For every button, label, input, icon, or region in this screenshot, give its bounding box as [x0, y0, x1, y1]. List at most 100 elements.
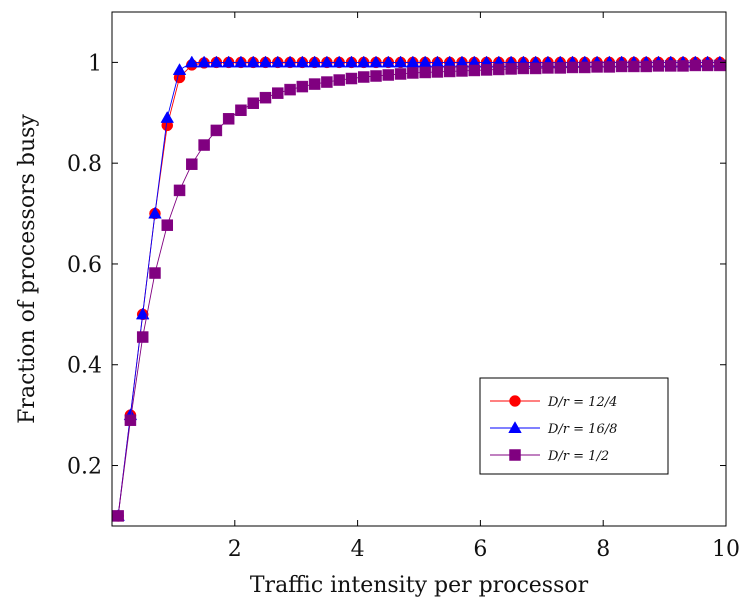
data-point: [714, 59, 726, 72]
x-tick-label: 8: [596, 537, 610, 562]
data-point: [332, 55, 346, 68]
data-point: [135, 307, 150, 320]
data-point: [505, 63, 517, 75]
data-point: [234, 55, 248, 68]
y-tick-label: 0.4: [67, 354, 102, 379]
data-point: [652, 60, 665, 72]
data-point: [148, 206, 162, 219]
legend-label: D/r = 1/2: [547, 449, 609, 464]
legend-marker: [508, 421, 522, 433]
data-point: [382, 69, 395, 81]
data-point: [136, 331, 149, 343]
data-point: [517, 62, 530, 75]
y-tick-label: 0.8: [67, 152, 102, 177]
data-point: [186, 158, 198, 170]
data-point: [566, 61, 579, 74]
data-point: [320, 55, 334, 68]
data-point: [356, 55, 371, 68]
data-point: [701, 59, 714, 72]
y-tick-label: 0.6: [67, 253, 102, 278]
data-point: [296, 80, 309, 93]
data-point: [345, 72, 358, 85]
x-tick-label: 2: [228, 537, 242, 562]
data-point: [112, 510, 124, 522]
data-point: [431, 66, 444, 78]
data-point: [542, 62, 554, 74]
data-point: [603, 61, 616, 73]
legend-entry: D/r = 12/4: [490, 395, 617, 410]
data-point: [628, 60, 640, 73]
plot-content: [111, 55, 727, 522]
legend-label: D/r = 16/8: [547, 422, 617, 437]
data-point: [370, 70, 382, 82]
data-point: [664, 60, 677, 72]
data-point: [381, 55, 396, 68]
data-point: [615, 60, 628, 73]
data-point: [246, 55, 260, 68]
data-point: [284, 83, 296, 96]
data-point: [172, 63, 187, 75]
data-point: [272, 87, 284, 99]
data-point: [689, 59, 702, 72]
y-tick-label: 1: [88, 51, 102, 76]
legend-entry: D/r = 16/8: [490, 421, 617, 437]
legend-marker: [509, 395, 521, 407]
data-point: [344, 55, 359, 68]
data-point: [308, 78, 321, 90]
data-point: [394, 68, 407, 80]
data-point: [235, 104, 247, 117]
data-point: [443, 65, 456, 78]
data-point: [124, 414, 137, 426]
data-point: [357, 71, 370, 83]
data-point: [283, 55, 297, 68]
x-tick-label: 10: [712, 537, 740, 562]
data-point: [456, 65, 468, 77]
data-point: [259, 91, 272, 104]
data-point: [160, 110, 175, 123]
data-point: [321, 76, 333, 88]
data-point: [185, 55, 199, 68]
data-point: [591, 61, 603, 73]
legend: D/r = 12/4 D/r = 16/8 D/r = 1/2: [479, 377, 669, 475]
series-square: [112, 59, 726, 522]
data-point: [197, 55, 211, 68]
plot-frame: [111, 11, 727, 527]
data-point: [554, 62, 566, 74]
data-point: [333, 74, 345, 86]
y-tick-label: 0.2: [67, 455, 102, 480]
data-point: [529, 62, 542, 75]
data-point: [161, 219, 174, 231]
y-axis-title: Fraction of processors busy: [15, 114, 40, 424]
data-point: [222, 113, 235, 125]
data-point: [677, 60, 689, 72]
data-point: [221, 55, 236, 68]
axis-ticks: 2 4 6 8 10 0.2 0.4 0.6 0.8 1: [67, 12, 740, 562]
legend-entry: D/r = 1/2: [490, 449, 609, 464]
data-point: [173, 184, 186, 197]
data-point: [480, 64, 493, 76]
data-point: [307, 55, 322, 68]
data-point: [369, 55, 383, 68]
data-point: [407, 67, 419, 79]
x-tick-label: 6: [473, 537, 487, 562]
data-point: [419, 66, 431, 79]
data-point: [295, 55, 310, 68]
data-point: [198, 139, 210, 151]
x-axis-title: Traffic intensity per processor: [250, 573, 589, 598]
x-tick-label: 4: [351, 537, 365, 562]
data-point: [210, 124, 223, 137]
data-point: [640, 60, 652, 73]
data-point: [493, 63, 505, 76]
data-point: [271, 55, 285, 68]
data-point: [258, 55, 273, 68]
legend-label: D/r = 12/4: [547, 395, 617, 410]
data-point: [209, 55, 224, 68]
data-point: [406, 55, 420, 68]
data-point: [393, 55, 408, 68]
data-point: [247, 97, 259, 109]
data-point: [468, 64, 481, 77]
data-point: [579, 61, 591, 74]
legend-marker: [509, 449, 521, 461]
data-point: [149, 267, 161, 279]
